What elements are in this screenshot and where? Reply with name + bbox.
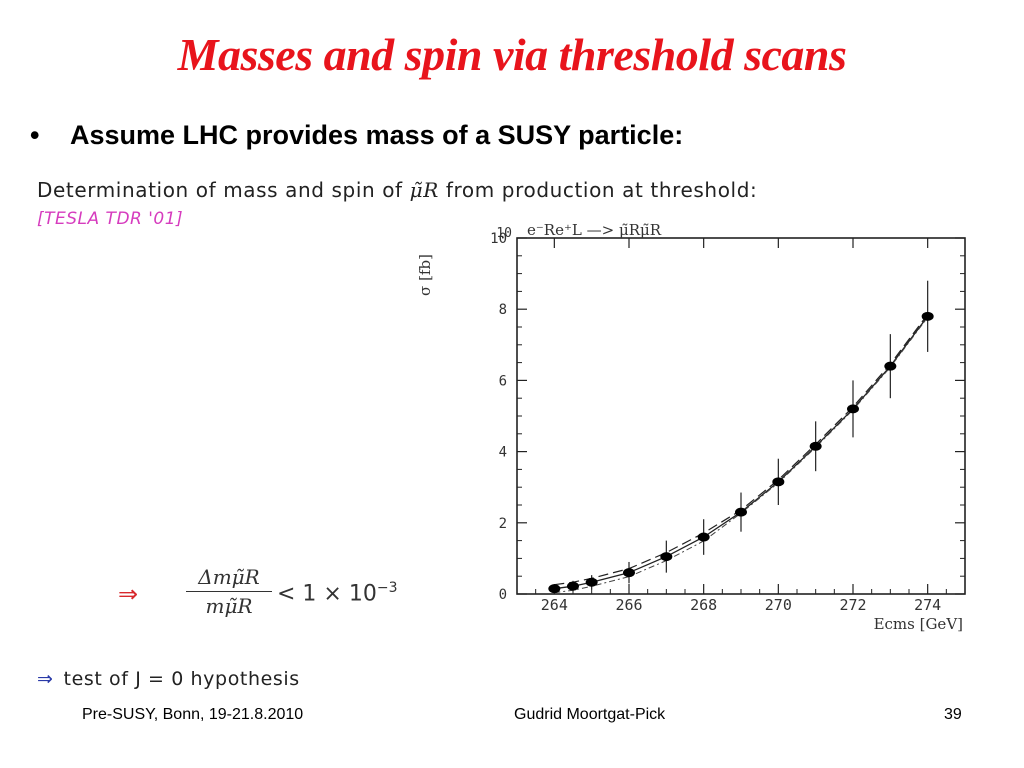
fraction-denominator: mμ̃R [205, 594, 253, 618]
data-point [585, 577, 598, 587]
y-tick-label: 10 [490, 231, 507, 247]
x-tick-label: 274 [914, 596, 941, 614]
test-hypothesis: ⇒ test of J = 0 hypothesis [37, 668, 300, 690]
slide-title: Masses and spin via threshold scans [177, 29, 847, 80]
heading-text: Determination of mass and spin of [37, 178, 403, 202]
heading-end: from production at threshold: [445, 178, 758, 202]
data-point [847, 404, 859, 414]
precision-bound: < 1 × 10−3 [277, 580, 397, 606]
footer-page-number: 39 [944, 706, 962, 723]
precision-exponent: −3 [376, 580, 398, 596]
plot-frame [516, 237, 966, 595]
data-point [809, 441, 822, 451]
x-tick-label: 268 [690, 596, 717, 614]
y-tick-label: 2 [499, 516, 507, 532]
y-tick-label: 4 [499, 445, 507, 461]
y-tick-label: 6 [499, 373, 507, 389]
fit-curve-dashdot [554, 317, 929, 594]
y-tick-label: 0 [499, 587, 507, 603]
implies-arrow: ⇒ [118, 580, 139, 608]
implies-arrow-icon: ⇒ [37, 668, 54, 690]
mass-fraction: Δmμ̃R mμ̃R [186, 565, 272, 618]
y-tick-label: 8 [499, 302, 507, 318]
fit-curve-dashed [554, 313, 929, 586]
footer-center: Gudrid Moortgat-Pick [514, 706, 666, 723]
data-point [697, 532, 710, 542]
x-tick-label: 270 [765, 596, 792, 614]
precision-text: < 1 × 10 [277, 581, 377, 607]
figure-heading: Determination of mass and spin of μ̃R fr… [37, 178, 757, 202]
data-point [735, 507, 747, 517]
threshold-scan-chart: 0 2 4 6 8 10 264 266 268 270 272 274 10 e⁻Re⁺L —> μ̃R… [416, 221, 966, 633]
fraction-numerator: Δmμ̃R [198, 565, 260, 589]
x-tick-label: 266 [615, 596, 642, 614]
fraction-bar [186, 591, 272, 592]
heading-symbol: μ̃R [409, 178, 439, 202]
x-tick-label: 264 [541, 596, 568, 614]
data-point [772, 477, 785, 487]
y-axis-top-label: 10 [496, 226, 512, 241]
data-point [567, 581, 579, 591]
fit-curve-solid [554, 315, 929, 590]
reference-label: [TESLA TDR '01] [37, 209, 184, 229]
bullet-item: • Assume LHC provides mass of a SUSY part… [30, 120, 683, 151]
test-text: test of J = 0 hypothesis [63, 668, 300, 690]
x-tick-label: 272 [839, 596, 866, 614]
data-point [921, 311, 934, 321]
data-point [884, 361, 897, 371]
bullet-icon: • [30, 120, 40, 150]
footer-left: Pre-SUSY, Bonn, 19-21.8.2010 [82, 706, 304, 723]
y-axis-label: σ [fb] [416, 254, 434, 296]
data-point [660, 552, 673, 562]
chart-title: e⁻Re⁺L —> μ̃Rμ̃R [527, 221, 662, 239]
x-axis-label: Ecms [GeV] [874, 615, 963, 633]
bullet-text: Assume LHC provides mass of a SUSY parti… [70, 120, 684, 150]
data-point [548, 584, 561, 594]
data-point [623, 568, 635, 578]
